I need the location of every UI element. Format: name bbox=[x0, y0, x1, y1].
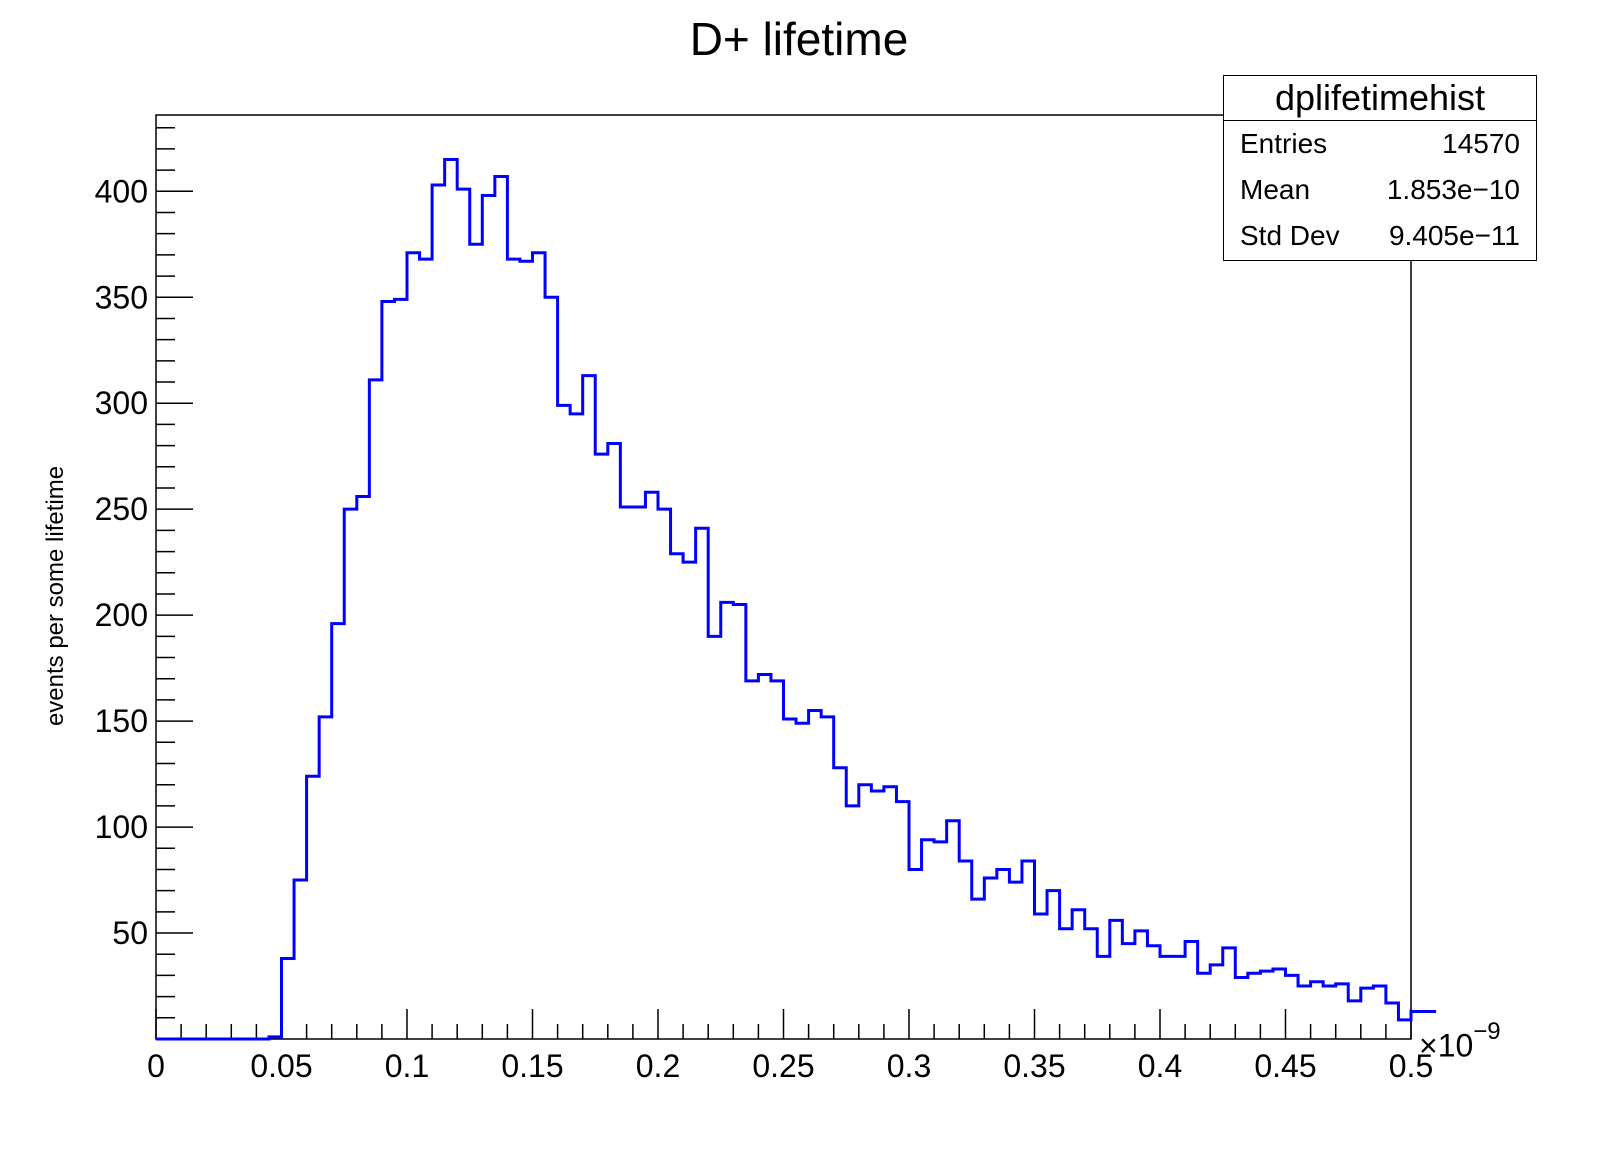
y-tick-label: 200 bbox=[95, 597, 148, 633]
stats-label: Mean bbox=[1240, 174, 1311, 205]
histogram-series bbox=[156, 158, 1437, 1041]
stats-row-std-dev: Std Dev 9.405e−11 bbox=[1224, 213, 1536, 259]
y-tick-label: 300 bbox=[95, 385, 148, 421]
y-tick-label: 150 bbox=[95, 703, 148, 739]
stats-row-mean: Mean 1.853e−10 bbox=[1224, 167, 1536, 213]
stats-label: Std Dev bbox=[1240, 220, 1340, 251]
x-tick-label: 0.2 bbox=[636, 1048, 680, 1084]
stats-row-entries: Entries 14570 bbox=[1224, 121, 1536, 167]
x-tick-label: 0.5 bbox=[1389, 1048, 1433, 1084]
x-tick-label: 0.05 bbox=[250, 1048, 312, 1084]
x-axis-exponent: ×10−9 bbox=[1419, 1018, 1501, 1065]
x-tick-label: 0.3 bbox=[887, 1048, 931, 1084]
x-tick-label: 0.45 bbox=[1254, 1048, 1316, 1084]
stats-value: 9.405e−11 bbox=[1388, 220, 1520, 251]
chart-title: D+ lifetime bbox=[689, 13, 909, 65]
x-tick-label: 0.1 bbox=[385, 1048, 429, 1084]
x-exponent-power: −9 bbox=[1473, 1018, 1501, 1045]
stats-value: 14570 bbox=[1442, 128, 1520, 159]
y-tick-label: 50 bbox=[112, 915, 148, 951]
x-tick-label: 0.15 bbox=[501, 1048, 563, 1084]
y-tick-label: 350 bbox=[95, 279, 148, 315]
x-exponent-base: ×10 bbox=[1419, 1027, 1474, 1064]
x-tick-label: 0.25 bbox=[752, 1048, 814, 1084]
y-tick-label: 250 bbox=[95, 491, 148, 527]
y-tick-label: 400 bbox=[95, 173, 148, 209]
x-tick-label: 0.4 bbox=[1138, 1048, 1182, 1084]
x-tick-label: 0.35 bbox=[1003, 1048, 1065, 1084]
x-tick-label: 0 bbox=[147, 1048, 165, 1084]
stats-label: Entries bbox=[1240, 128, 1328, 159]
stats-value: 1.853e−10 bbox=[1386, 174, 1520, 205]
stats-box-title: dplifetimehist bbox=[1224, 76, 1536, 121]
y-axis-label: events per some lifetime bbox=[42, 465, 69, 727]
y-tick-label: 100 bbox=[95, 809, 148, 845]
stats-box: dplifetimehist Entries 14570 Mean 1.853e… bbox=[1223, 75, 1537, 261]
